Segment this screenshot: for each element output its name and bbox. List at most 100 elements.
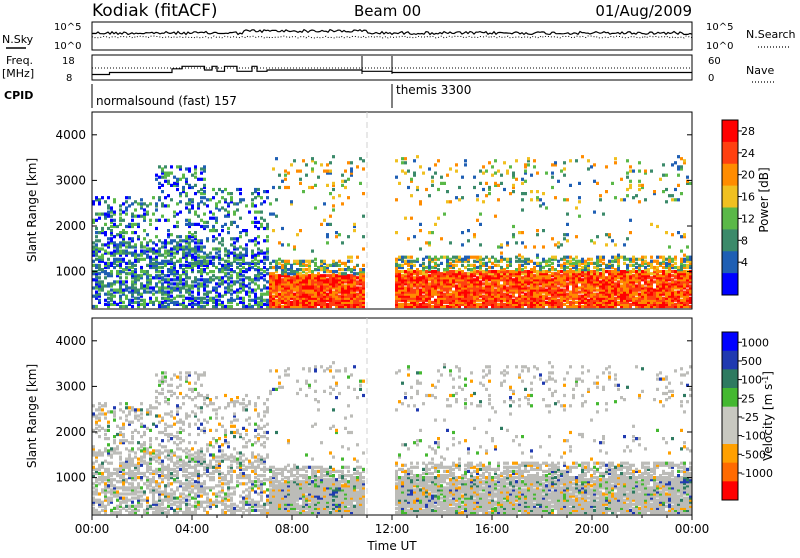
scatter-cell — [623, 262, 626, 265]
scatter-cell — [197, 202, 200, 205]
scatter-cell — [122, 439, 125, 442]
scatter-cell — [530, 198, 533, 201]
scatter-cell — [629, 231, 632, 234]
scatter-cell — [146, 247, 149, 250]
scatter-cell — [98, 429, 101, 432]
scatter-cell — [476, 198, 479, 201]
scatter-cell — [659, 270, 662, 273]
scatter-cell — [251, 221, 254, 224]
scatter-cell — [188, 231, 191, 234]
scatter-cell — [437, 217, 440, 220]
scatter-cell — [362, 264, 365, 267]
scatter-cell — [233, 280, 236, 283]
scatter-cell — [650, 223, 653, 226]
scatter-cell — [290, 264, 293, 267]
scatter-cell — [329, 170, 332, 173]
range-tick-label: 3000 — [55, 173, 86, 187]
scatter-cell — [647, 262, 650, 265]
scatter-cell — [215, 252, 218, 255]
scatter-cell — [206, 291, 209, 294]
scatter-cell — [125, 478, 128, 481]
scatter-cell — [665, 200, 668, 203]
scatter-cell — [152, 258, 155, 261]
scatter-cell — [305, 268, 308, 271]
scatter-cell — [176, 241, 179, 244]
scatter-cell — [488, 258, 491, 261]
scatter-cell — [629, 165, 632, 168]
scatter-cell — [563, 262, 566, 265]
scatter-cell — [200, 200, 203, 203]
scatter-cell — [560, 170, 563, 173]
scatter-cell — [638, 293, 641, 296]
scatter-cell — [290, 301, 293, 304]
scatter-cell — [524, 258, 527, 261]
scatter-cell — [260, 268, 263, 271]
scatter-cell — [569, 256, 572, 259]
scatter-cell — [101, 254, 104, 257]
scatter-cell — [149, 286, 152, 289]
scatter-cell — [650, 260, 653, 263]
scatter-cell — [137, 462, 140, 465]
scatter-cell — [335, 235, 338, 238]
scatter-cell — [212, 235, 215, 238]
scatter-cell — [104, 284, 107, 287]
scatter-cell — [293, 293, 296, 296]
colorbar-segment — [722, 164, 738, 186]
scatter-cell — [635, 270, 638, 273]
scatter-cell — [98, 264, 101, 267]
scatter-cell — [596, 182, 599, 185]
scatter-cell — [674, 188, 677, 191]
scatter-cell — [125, 419, 128, 422]
scatter-cell — [557, 299, 560, 302]
scatter-cell — [566, 266, 569, 269]
scatter-cell — [464, 159, 467, 162]
nsearch-tick-top: 10^5 — [706, 22, 733, 33]
scatter-cell — [506, 286, 509, 289]
scatter-cell — [134, 414, 137, 417]
scatter-cell — [326, 163, 329, 166]
scatter-cell — [98, 435, 101, 438]
scatter-cell — [287, 172, 290, 175]
scatter-cell — [521, 182, 524, 185]
scatter-cell — [110, 219, 113, 222]
scatter-cell — [524, 266, 527, 269]
cpid-segment-2: themis 3300 — [396, 83, 471, 97]
scatter-cell — [536, 270, 539, 273]
scatter-cell — [563, 237, 566, 240]
scatter-cell — [656, 256, 659, 259]
scatter-cell — [107, 211, 110, 214]
scatter-cell — [95, 231, 98, 234]
scatter-cell — [245, 268, 248, 271]
freq-label-line2: [MHz] — [2, 67, 34, 80]
scatter-cell — [668, 245, 671, 248]
scatter-cell — [629, 180, 632, 183]
scatter-cell — [152, 301, 155, 304]
scatter-cell — [551, 272, 554, 275]
scatter-cell — [131, 421, 134, 424]
scatter-cell — [545, 301, 548, 304]
scatter-cell — [155, 219, 158, 222]
scatter-cell — [335, 270, 338, 273]
scatter-cell — [131, 213, 134, 216]
scatter-cell — [179, 243, 182, 246]
scatter-cell — [140, 503, 143, 506]
scatter-cell — [407, 303, 410, 306]
scatter-cell — [314, 184, 317, 187]
scatter-cell — [569, 184, 572, 187]
scatter-cell — [185, 206, 188, 209]
scatter-cell — [110, 215, 113, 218]
scatter-cell — [533, 159, 536, 162]
scatter-cell — [140, 472, 143, 475]
scatter-cell — [161, 260, 164, 263]
scatter-cell — [176, 295, 179, 298]
scatter-cell — [158, 182, 161, 185]
scatter-cell — [143, 299, 146, 302]
scatter-cell — [206, 225, 209, 228]
scatter-cell — [293, 270, 296, 273]
scatter-cell — [224, 272, 227, 275]
scatter-cell — [668, 256, 671, 259]
scatter-cell — [473, 176, 476, 179]
scatter-cell — [344, 180, 347, 183]
scatter-cell — [167, 268, 170, 271]
